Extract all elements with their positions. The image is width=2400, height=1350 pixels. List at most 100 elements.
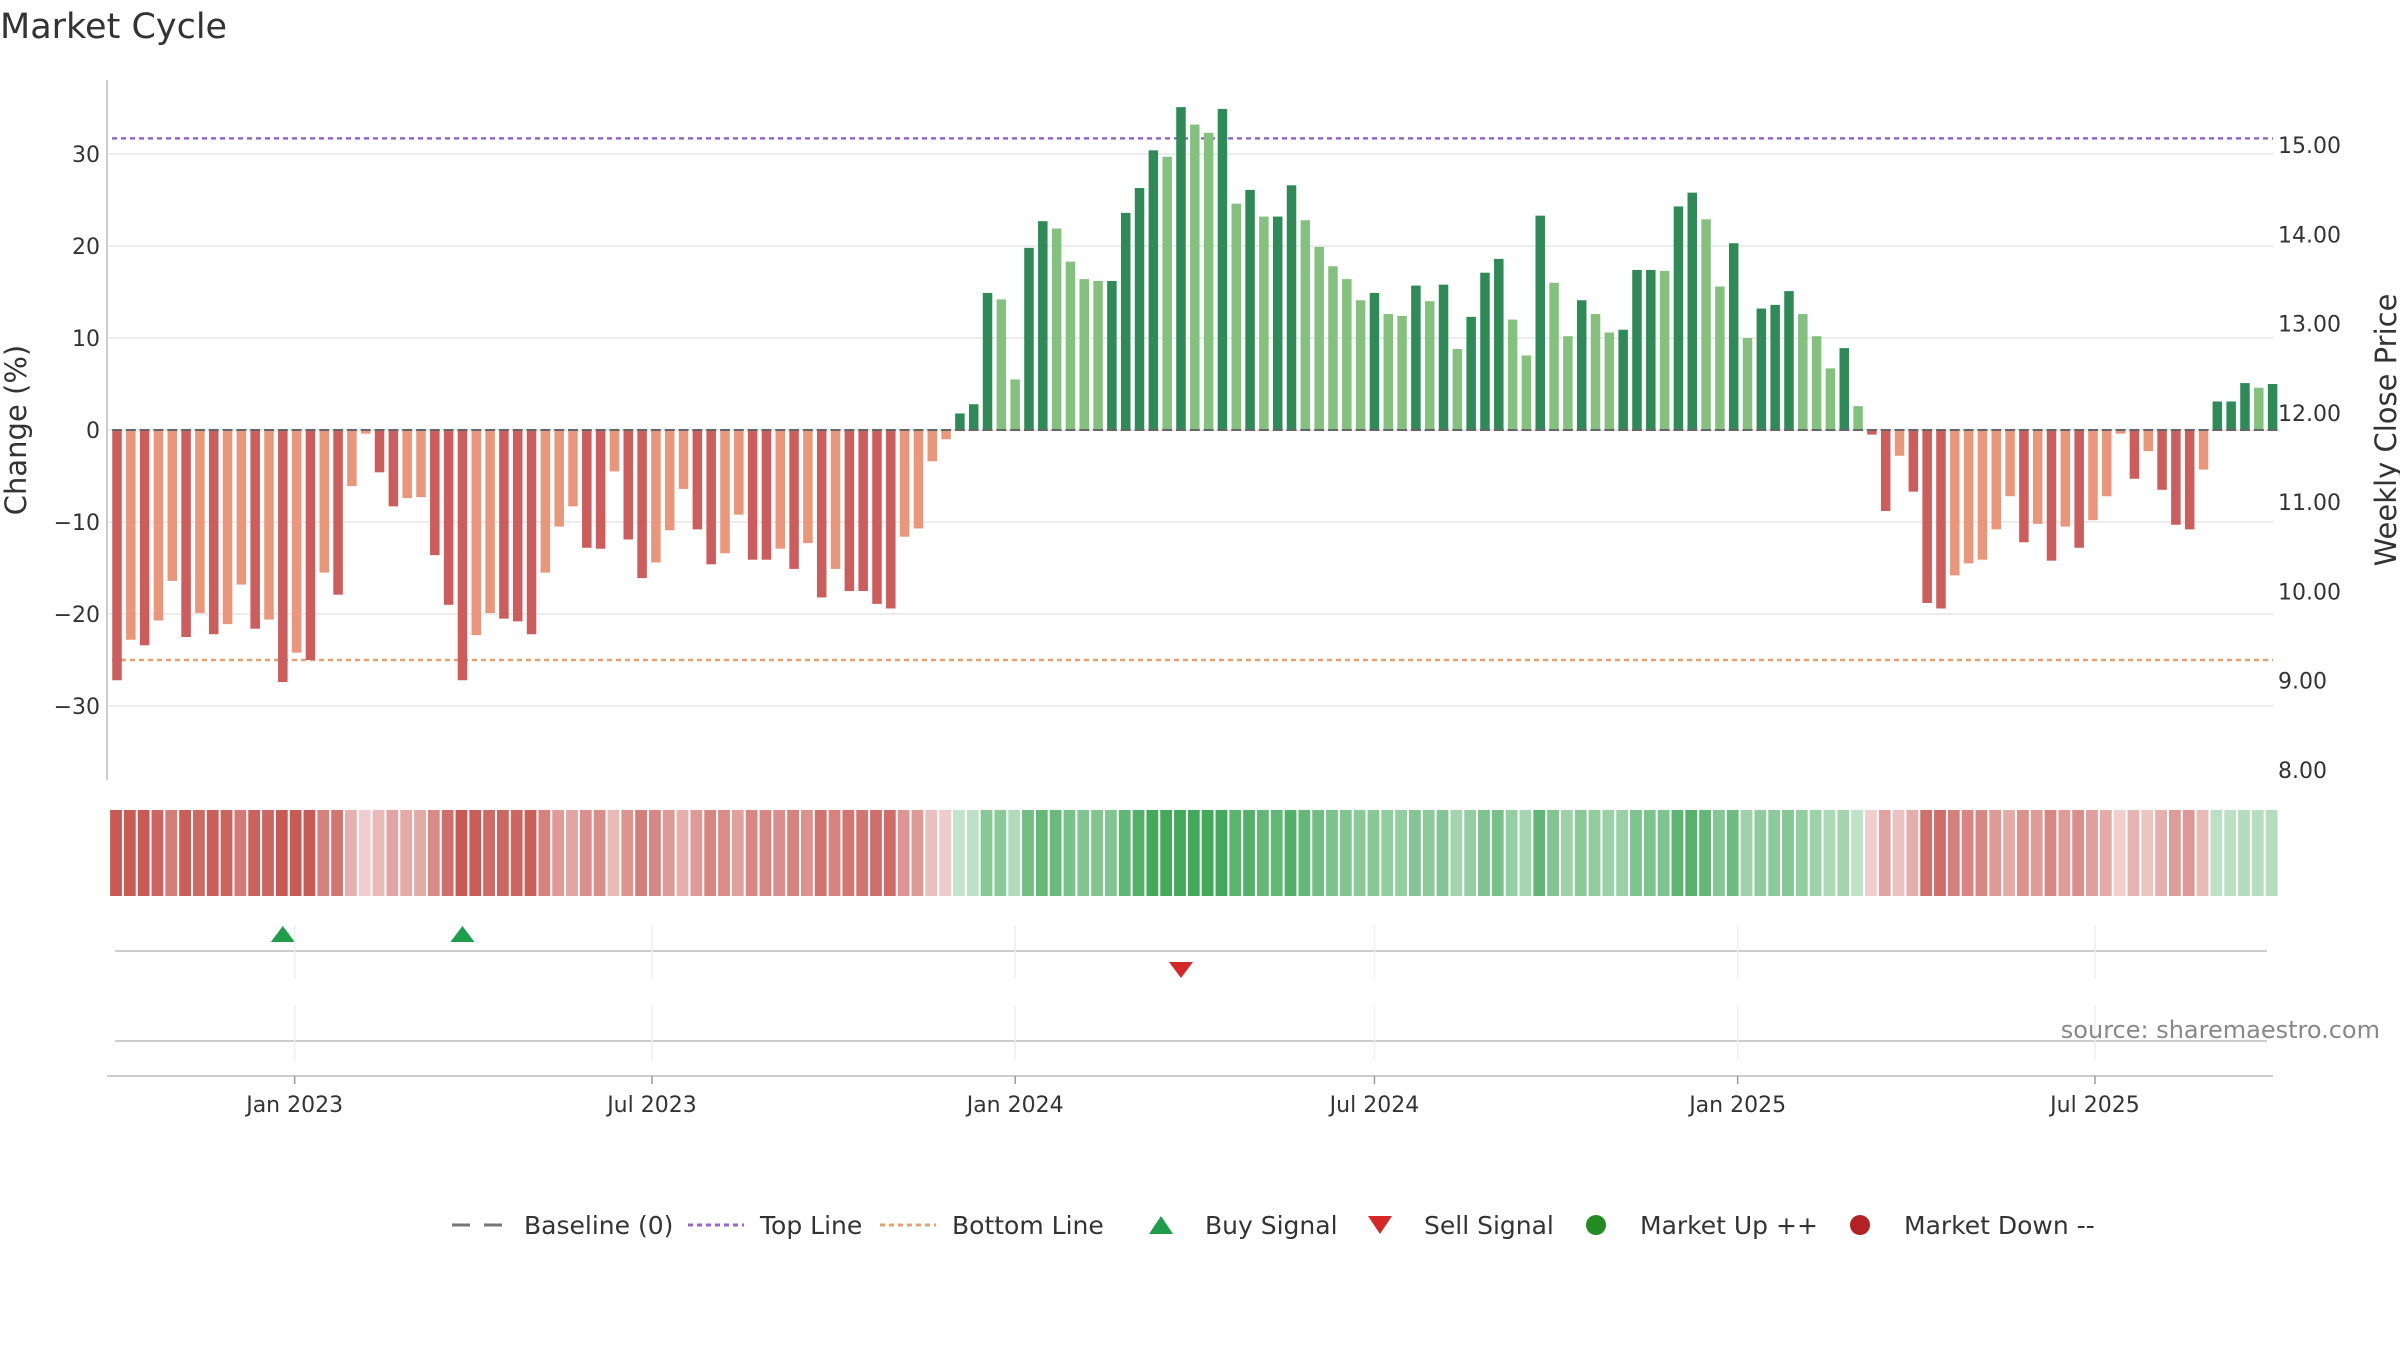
bar [595,430,606,549]
heat-cell [345,810,357,896]
bar [471,430,482,636]
bar [664,430,675,531]
bar [1424,301,1435,430]
left-tick-label: 30 [72,143,100,168]
bar [1245,189,1255,430]
heat-cell [1643,810,1656,896]
heat-cell [165,810,178,896]
heat-cell [1422,810,1435,896]
bar [844,430,855,591]
heat-cell [980,810,993,896]
heat-cell [676,810,689,896]
bar [775,430,786,549]
bar [1355,300,1366,430]
heat-cell [483,810,495,896]
bar [305,430,316,660]
bar [899,430,910,537]
bar [747,430,758,560]
bar [623,430,634,540]
heat-cell [1934,810,1946,896]
bar [1120,212,1131,430]
heat-cell [193,810,205,896]
heat-cell [2099,810,2112,896]
heat-cell [870,810,882,896]
heat-cell [1588,810,1601,896]
legend-label: Market Up ++ [1640,1211,1818,1240]
heat-cell [897,810,910,896]
heat-cell [1035,810,1048,896]
bar [1839,348,1849,430]
heat-cell [552,810,565,896]
heat-cell [1726,810,1739,896]
heat-cell [427,810,440,896]
heat-cell [206,810,219,896]
grid-lines [107,153,2273,707]
bar [1618,329,1628,430]
heat-cell [1685,810,1698,896]
left-tick-label: 0 [86,419,100,444]
heat-cell [607,810,620,896]
bar [761,430,772,560]
heat-cell [2072,810,2085,896]
bar [1977,430,1988,560]
bar [540,430,551,573]
legend-label: Sell Signal [1424,1211,1554,1240]
heat-cell [1505,810,1518,896]
bar [416,430,426,498]
heat-cell [2155,810,2167,896]
bar [139,430,150,646]
bar [430,430,440,556]
heat-cell [1077,810,1090,896]
heat-cell [2238,810,2250,896]
left-tick-label: 10 [72,327,100,352]
heat-cell [925,810,938,896]
legend-item: Market Down -- [1850,1211,2095,1240]
right-axis-title: Weekly Close Price [2369,294,2400,567]
bar [1549,282,1559,430]
heat-cell [952,810,965,896]
heat-cell [110,810,122,896]
heat-cell [704,810,717,896]
bar [1756,308,1767,430]
heat-cell [1975,810,1988,896]
bar [360,430,371,434]
right-tick-label: 12.00 [2278,402,2341,427]
legend-triangle-down-icon [1368,1216,1392,1234]
heat-cell [994,810,1007,896]
bar [568,430,578,507]
heat-cell [1146,810,1159,896]
right-tick-label: 15.00 [2278,134,2341,159]
heat-cell [1837,810,1850,896]
heat-cell [317,810,330,896]
right-tick-label: 8.00 [2278,759,2327,784]
bar [678,430,689,489]
bar [1480,272,1490,430]
legend-label: Baseline (0) [524,1211,673,1240]
heat-cell [773,810,786,896]
heat-cell [386,810,399,896]
bar [955,413,965,430]
heat-cell [1892,810,1905,896]
x-tick-label: Jan 2024 [965,1093,1064,1118]
heat-cell [1049,810,1062,896]
heat-cell [1436,810,1449,896]
heat-cell [497,810,509,896]
legend-item: Buy Signal [1149,1211,1338,1240]
bar [1466,316,1476,430]
bar [526,430,537,635]
bar [1051,228,1062,430]
bar [1535,215,1546,430]
bar [830,430,841,569]
heat-cell [2224,810,2237,896]
heat-cell [1754,810,1767,896]
heat-cell [883,810,896,896]
bar [1383,314,1394,430]
legend-circle-icon [1586,1215,1606,1235]
heat-cell [303,810,316,896]
heat-cell [1284,810,1297,896]
heat-cell [1519,810,1532,896]
bar [1908,430,1919,492]
heat-cell [234,810,247,896]
heat-cell [151,810,164,896]
